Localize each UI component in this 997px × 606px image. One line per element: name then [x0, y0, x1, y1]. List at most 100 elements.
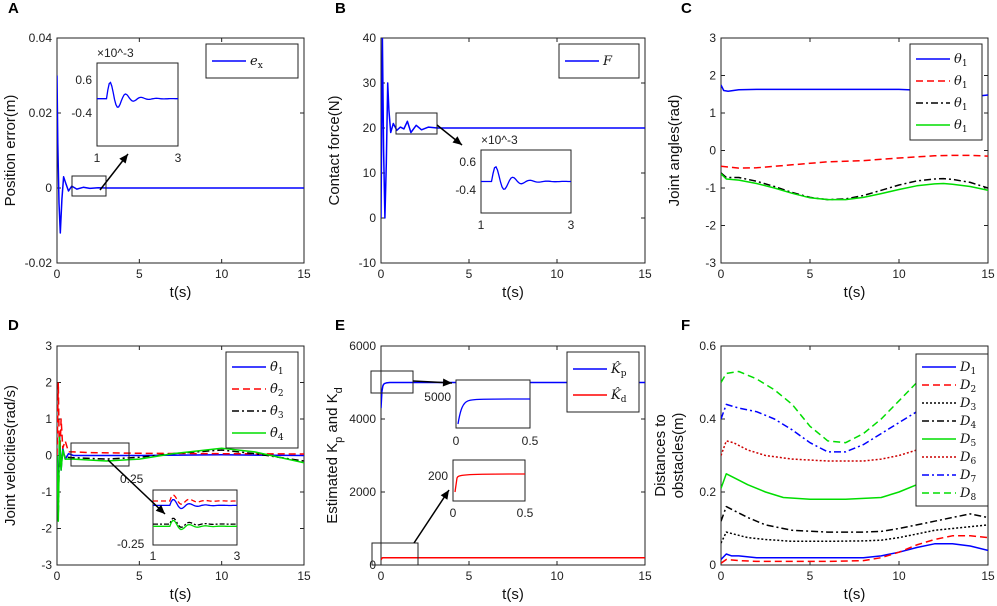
- y-tick-label-c: -2: [705, 219, 716, 233]
- y-tick-label-f: 0.2: [699, 485, 716, 499]
- inset-d-line-4: [153, 519, 237, 531]
- legend-box-c: [909, 43, 983, 141]
- legend-entry-sub-c: 1: [962, 103, 968, 113]
- legend-entry-d: θ̇1: [270, 360, 284, 377]
- y-tick-label-c: 2: [709, 69, 716, 83]
- inset-b-ytick: -0.4: [455, 183, 476, 197]
- x-tick-label-f: 5: [807, 569, 814, 583]
- series-group-a: [57, 75, 304, 234]
- legend-entry-f: D3: [959, 396, 976, 413]
- series-line-f-4: [721, 505, 988, 533]
- inset-d: [152, 489, 238, 546]
- legend-entry-main-f: D: [959, 360, 971, 375]
- legend-entry-f: D7: [959, 468, 976, 485]
- y-axis-label-b: Contact force(N): [326, 95, 343, 205]
- x-tick-label-b: 15: [638, 267, 652, 281]
- y-tick-label-c: 1: [709, 106, 716, 120]
- legend-entry-main-c: θ: [954, 96, 962, 111]
- legend-entry-main-b: F: [602, 54, 613, 69]
- legend-box-e: [566, 351, 640, 413]
- legend-entry-main-f: D: [959, 450, 971, 465]
- y-tick-label-a: 0.02: [29, 106, 53, 120]
- legend-entry-main-d: θ̇: [270, 382, 278, 397]
- y-tick-label-f: 0.4: [699, 412, 716, 426]
- inset-a-xtick: 1: [94, 151, 101, 165]
- y-tick-label-d: 3: [45, 339, 52, 353]
- panel-d: D 0 5 10 15 -3 -2 -1 0 1 2 3 t(s) Joint velocities(ra…: [2, 317, 311, 603]
- series-group-e: [381, 381, 645, 561]
- y-tick-label-b: 30: [363, 76, 377, 90]
- x-tick-label-f: 15: [981, 569, 995, 583]
- legend-entry-main-f: D: [959, 486, 971, 501]
- legend-entry-sub-c: 1: [962, 125, 968, 135]
- legend-entry-sub-f: 5: [970, 439, 976, 449]
- legend-entry-f: D4: [959, 414, 976, 431]
- series-line-c-3: [721, 172, 988, 201]
- inset-e1: [455, 379, 531, 429]
- y-tick-label-e: 6000: [349, 339, 376, 353]
- inset-d-xtick: 3: [234, 549, 241, 563]
- legend-b: F: [558, 43, 640, 79]
- x-tick-label-e: 15: [638, 569, 652, 583]
- series-line-f-1: [721, 543, 988, 561]
- legend-entry-a: ex: [250, 54, 263, 71]
- y-axis-label-d: Joint velocities(rad/s): [2, 385, 19, 526]
- y-axis-label-c: Joint angles(rad): [666, 95, 683, 207]
- legend-entry-sub-d: 4: [278, 433, 284, 443]
- legend-entry-sub-c: 1: [962, 81, 968, 91]
- inset-e2-ytick: 200: [428, 469, 448, 483]
- legend-entry-f: D6: [959, 450, 976, 467]
- inset-b-line: [481, 165, 571, 190]
- y-tick-label-c: 0: [709, 144, 716, 158]
- y-axis-label-f: Distances to: [652, 414, 669, 497]
- x-tick-label-b: 0: [378, 267, 385, 281]
- panel-label-e: E: [335, 317, 345, 334]
- x-tick-label-a: 15: [297, 267, 311, 281]
- inset-e1-xtick: 0.5: [522, 434, 539, 448]
- x-tick-label-d: 0: [54, 569, 61, 583]
- y-tick-label-d: 2: [45, 376, 52, 390]
- x-tick-label-b: 10: [550, 267, 564, 281]
- legend-entry-sub-a: x: [258, 61, 263, 71]
- series-group-c: [721, 84, 988, 201]
- legend-entry-main-c: θ: [954, 74, 962, 89]
- panel-label-d: D: [8, 317, 19, 334]
- series-group-b: [381, 38, 645, 219]
- series-line-d-4: [57, 436, 304, 522]
- legend-e: K̂pK̂d: [566, 351, 640, 413]
- legend-entry-sub-f: 8: [970, 493, 976, 503]
- x-axis-label-f: t(s): [844, 586, 866, 603]
- legend-entry-sub-f: 4: [970, 421, 976, 431]
- inset-e2-xtick: 0: [450, 506, 457, 520]
- x-tick-label-c: 0: [718, 267, 725, 281]
- inset-e1-ytick: 5000: [424, 390, 451, 404]
- y-tick-label-b: -10: [359, 256, 377, 270]
- inset-d-line-2: [153, 494, 237, 505]
- y-tick-label-c: -3: [705, 256, 716, 270]
- inset-a-exponent: ×10^-3: [97, 46, 134, 60]
- x-tick-label-a: 10: [215, 267, 229, 281]
- inset-d-ytick: -0.25: [117, 537, 145, 551]
- inset-d-line-1: [153, 499, 237, 510]
- inset-e1-xtick: 0: [453, 434, 460, 448]
- series-line-a-1: [57, 75, 304, 234]
- inset-e2-xtick: 0.5: [517, 506, 534, 520]
- legend-entry-main-d: θ̇: [270, 360, 278, 375]
- y-axis-label-part-e: d: [333, 387, 345, 393]
- legend-entry-sub-f: 7: [970, 475, 976, 485]
- x-tick-label-e: 10: [550, 569, 564, 583]
- legend-entry-main-f: D: [959, 378, 971, 393]
- inset-b-ytick: 0.6: [459, 155, 476, 169]
- legend-entry-main-d: θ̇: [270, 426, 278, 441]
- legend-entry-f: D2: [959, 378, 976, 395]
- series-line-f-3: [721, 524, 988, 544]
- x-axis-label-c: t(s): [844, 284, 866, 301]
- inset-d-arrow-head: [155, 504, 165, 514]
- inset-d-ytick: 0.25: [120, 472, 144, 486]
- series-line-e-2: [381, 556, 645, 561]
- inset-a-arrow-head: [119, 154, 128, 164]
- x-tick-label-d: 10: [215, 569, 229, 583]
- legend-entry-c: θ1: [954, 96, 968, 113]
